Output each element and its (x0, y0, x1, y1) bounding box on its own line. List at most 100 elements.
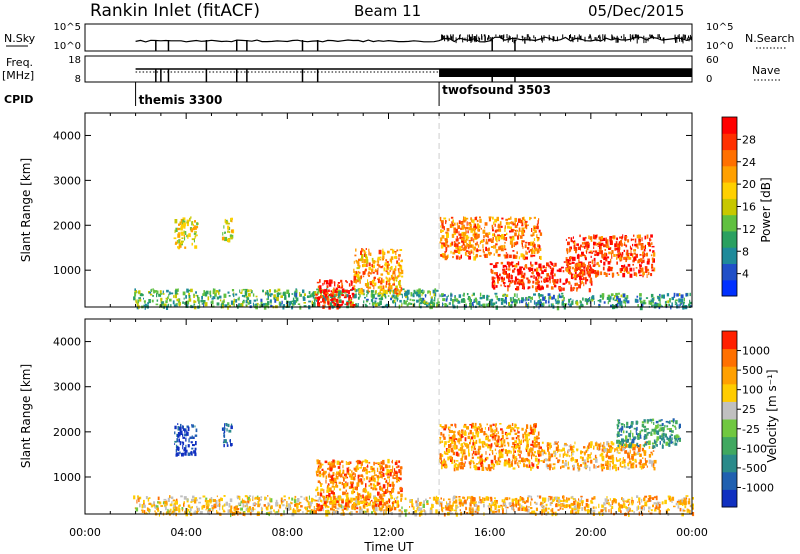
data-cell (469, 429, 472, 435)
data-cell (401, 506, 403, 510)
data-cell (602, 444, 604, 448)
data-cell (512, 269, 515, 273)
data-cell (504, 296, 507, 300)
data-cell (637, 246, 639, 249)
data-cell (473, 436, 476, 440)
data-cell (529, 432, 533, 435)
data-cell (533, 300, 536, 305)
data-cell (262, 289, 264, 293)
data-cell (437, 497, 439, 501)
data-cell (203, 300, 206, 304)
data-cell (353, 501, 356, 506)
nsearch-bar (637, 34, 639, 38)
data-cell (463, 216, 465, 221)
data-cell (621, 265, 624, 268)
data-cell (562, 295, 564, 298)
data-cell (372, 477, 375, 482)
data-cell (495, 294, 497, 298)
data-cell (178, 223, 180, 226)
data-cell (453, 249, 457, 253)
data-cell (161, 303, 163, 308)
data-cell (183, 501, 185, 504)
data-cell (537, 431, 540, 436)
data-cell (621, 252, 624, 256)
data-cell (424, 294, 427, 298)
data-cell (494, 436, 497, 441)
data-cell (475, 254, 477, 259)
data-cell (397, 476, 400, 482)
data-cell (446, 243, 448, 247)
data-cell (469, 424, 472, 426)
nsearch-bar (632, 34, 634, 39)
data-cell (377, 462, 380, 464)
data-cell (526, 466, 529, 469)
data-cell (620, 241, 622, 245)
data-cell (576, 448, 579, 451)
data-cell (568, 298, 571, 303)
data-cell (523, 272, 526, 276)
data-cell (475, 430, 478, 434)
data-cell (450, 430, 453, 432)
data-cell (387, 505, 389, 508)
data-cell (603, 244, 606, 248)
data-cell (405, 290, 408, 295)
data-cell (400, 499, 402, 502)
data-cell (240, 507, 243, 511)
data-cell (593, 446, 595, 450)
data-cell (600, 236, 603, 240)
nsky-panel: N.Sky 10^5 10^0 10^5 10^0 N.Search (4, 22, 795, 52)
data-cell (184, 301, 186, 305)
data-cell (491, 450, 494, 453)
data-cell (435, 289, 439, 292)
data-cell (317, 296, 320, 301)
data-cell (594, 442, 598, 447)
data-cell (512, 454, 515, 459)
colorbar-tick-label: 20 (742, 178, 756, 191)
data-cell (568, 269, 571, 271)
data-cell (525, 241, 528, 244)
data-cell (446, 228, 450, 232)
nsearch-bar (617, 37, 619, 43)
nsearch-bar (578, 34, 580, 39)
data-cell (507, 285, 510, 288)
data-cell (503, 264, 507, 268)
nsky-label: N.Sky (4, 32, 36, 45)
data-cell (466, 444, 470, 449)
nsearch-bar (474, 36, 476, 42)
data-cell (462, 294, 464, 297)
data-cell (317, 480, 321, 483)
data-cell (622, 273, 626, 278)
data-cell (223, 432, 225, 435)
data-cell (590, 452, 592, 455)
data-cell (411, 299, 414, 302)
data-cell (254, 304, 256, 309)
data-cell (345, 280, 347, 283)
data-cell (454, 441, 457, 445)
beam-title: Beam 11 (354, 2, 421, 20)
data-cell (553, 265, 555, 267)
data-cell (499, 423, 502, 425)
data-cell (653, 467, 656, 471)
data-cell (224, 236, 228, 242)
data-cell (680, 294, 684, 299)
data-cell (378, 506, 381, 511)
data-cell (201, 505, 204, 510)
data-cell (521, 218, 524, 223)
data-cell (350, 280, 352, 283)
data-cell (338, 481, 342, 484)
data-cell (307, 501, 310, 506)
data-cell (288, 292, 290, 298)
data-cell (303, 497, 305, 500)
data-cell (322, 495, 324, 498)
data-cell (485, 451, 487, 455)
data-cell (186, 219, 190, 222)
data-cell (315, 470, 319, 474)
data-cell (488, 295, 490, 298)
data-cell (498, 438, 500, 441)
data-cell (490, 459, 494, 464)
nsearch-bar (580, 36, 581, 40)
nsearch-bar (478, 36, 480, 40)
data-cell (341, 300, 344, 304)
data-cell (568, 237, 570, 239)
data-cell (389, 258, 393, 262)
